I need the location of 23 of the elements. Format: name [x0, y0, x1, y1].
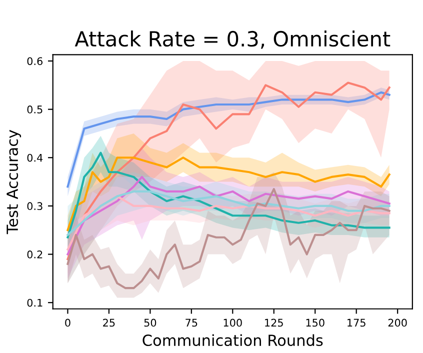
x-tick-label: 25	[103, 318, 115, 327]
line-series	[66, 176, 390, 256]
x-axis-title: Communication Rounds	[142, 334, 323, 346]
y-tick-label: 0.4	[27, 154, 43, 162]
y-axis-title: Test Accuracy	[6, 130, 22, 234]
y-tick-label: 0.6	[27, 57, 42, 66]
line-series	[66, 190, 390, 236]
y-tick-label: 0.1	[27, 298, 42, 307]
x-tick-label: 75	[186, 318, 198, 327]
line-series	[66, 195, 390, 250]
x-tick-label: 100	[224, 318, 242, 327]
line-series	[66, 82, 390, 260]
x-tick-label: 175	[348, 318, 366, 327]
chart-title: Attack Rate = 0.3, Omniscient	[74, 30, 390, 49]
y-tick-label: 0.3	[27, 202, 42, 210]
x-tick-label: 150	[306, 318, 324, 327]
y-tick-label: 0.2	[27, 250, 42, 258]
y-tick-label: 0.5	[27, 106, 42, 114]
x-tick-label: 200	[388, 318, 407, 327]
x-tick-label: 50	[144, 318, 156, 327]
x-tick-label: 125	[265, 318, 283, 327]
line-series	[66, 188, 390, 290]
x-tick-label: 0	[65, 318, 70, 327]
